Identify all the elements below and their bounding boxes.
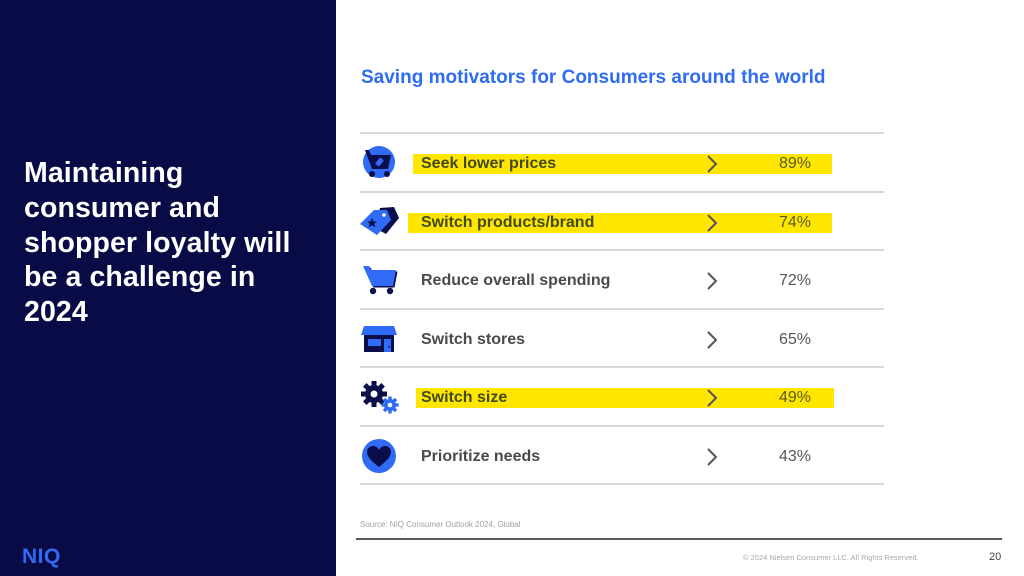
divider [360, 366, 884, 368]
chart-title: Saving motivators for Consumers around t… [361, 67, 826, 88]
chevron-right-icon [707, 447, 718, 466]
row-value: 49% [779, 389, 812, 406]
source-note: Source: NIQ Consumer Outlook 2024, Globa… [360, 520, 521, 529]
row-label: Seek lower prices [421, 155, 557, 172]
heart-icon [360, 438, 400, 474]
shopping-cart-tag-icon [360, 145, 400, 181]
row-label: Prioritize needs [421, 447, 541, 465]
footer-divider [356, 538, 1002, 540]
divider [360, 132, 884, 134]
copyright: © 2024 Nielsen Consumer LLC. All Rights … [743, 553, 919, 562]
row-value: 43% [779, 447, 812, 465]
gears-icon [360, 379, 400, 415]
list-item: Reduce overall spending 72% [360, 251, 884, 308]
niq-logo: NIQ [22, 545, 61, 568]
motivators-list: Seek lower prices 89% Switch products/br… [360, 132, 884, 485]
chevron-right-icon [707, 389, 718, 407]
highlight-bar [413, 154, 832, 174]
list-item: Switch size 49% [360, 368, 884, 425]
row-label: Switch size [421, 389, 508, 406]
shopping-cart-icon [360, 262, 400, 298]
highlight-bar [416, 388, 834, 408]
row-label: Switch stores [421, 330, 526, 348]
list-item: Seek lower prices 89% [360, 134, 884, 191]
row-label: Reduce overall spending [421, 272, 611, 289]
chevron-right-icon [707, 330, 718, 349]
row-value: 89% [779, 155, 812, 172]
slide-headline: Maintaining consumer and shopper loyalty… [24, 157, 291, 329]
list-item: Switch products/brand 74% [360, 193, 884, 250]
highlight-bar [408, 212, 832, 233]
left-panel: Maintaining consumer and shopper loyalty… [0, 0, 336, 576]
list-item: Switch stores 65% [360, 310, 884, 367]
page-number: 20 [989, 551, 1002, 563]
chevron-right-icon [707, 155, 718, 173]
chevron-right-icon [707, 213, 718, 232]
storefront-icon [360, 321, 400, 357]
chevron-right-icon [707, 272, 718, 290]
row-value: 65% [779, 330, 812, 348]
divider [360, 249, 884, 251]
divider [360, 483, 884, 485]
divider [360, 307, 884, 310]
list-item: Prioritize needs 43% [360, 427, 884, 484]
divider [360, 190, 884, 193]
price-tags-icon [360, 204, 400, 240]
divider [360, 424, 884, 427]
row-value: 72% [779, 272, 812, 289]
row-label: Switch products/brand [421, 213, 595, 231]
row-value: 74% [779, 213, 812, 231]
